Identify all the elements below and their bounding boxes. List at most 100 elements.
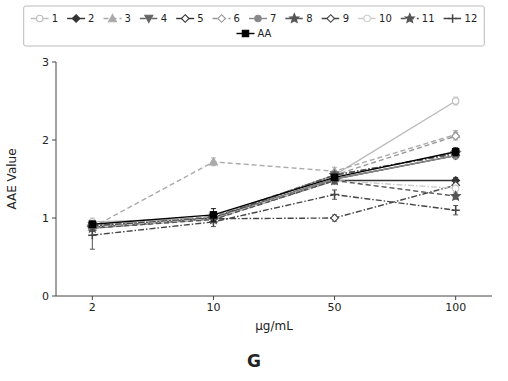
- marker: [181, 15, 189, 23]
- x-tick: [455, 296, 456, 300]
- legend-item: 4: [140, 13, 167, 24]
- series-line: [92, 152, 455, 225]
- marker: [209, 158, 217, 165]
- legend-item: 5: [176, 13, 203, 24]
- legend-item: 3: [104, 13, 131, 24]
- marker: [145, 15, 153, 22]
- legend-item: 9: [322, 13, 349, 24]
- legend-item: 12: [444, 13, 478, 24]
- legend-item: 2: [67, 13, 94, 24]
- legend-frame: [24, 6, 485, 46]
- marker: [330, 190, 338, 198]
- x-tick: [92, 296, 93, 300]
- legend-label: 12: [465, 13, 478, 24]
- error-bar: [90, 221, 95, 227]
- series-line: [92, 156, 455, 229]
- marker: [88, 231, 96, 239]
- y-tick-label: 3: [42, 56, 49, 69]
- title: G: [247, 351, 261, 371]
- axes: 0 1 2 3 2 10 50 100: [42, 56, 492, 315]
- series-line: [92, 135, 455, 228]
- legend-label: 3: [125, 13, 131, 24]
- marker: [255, 15, 261, 21]
- y-axis-line: [56, 62, 57, 296]
- series: [88, 151, 459, 230]
- marker: [331, 214, 339, 222]
- legend-item: 7: [249, 13, 276, 24]
- legend-item: 1: [31, 13, 58, 24]
- marker: [364, 15, 370, 21]
- y-tick: [52, 296, 56, 297]
- series: [88, 131, 459, 231]
- legend-label: 6: [234, 13, 240, 24]
- y-tick: [52, 140, 56, 141]
- series-line: [92, 195, 455, 236]
- marker: [452, 132, 460, 140]
- legend-label: 2: [88, 13, 94, 24]
- y-tick: [52, 62, 56, 63]
- plot-data: [88, 97, 460, 249]
- series-line: [92, 156, 455, 229]
- x-tick-label: 2: [89, 301, 96, 314]
- series: [89, 148, 459, 228]
- legend-label: 1: [52, 13, 58, 24]
- x-tick-label: 100: [445, 301, 466, 314]
- error-bar: [453, 97, 458, 105]
- chart: 123456789101112AA012321050100μg/mLAAE Va…: [0, 0, 508, 381]
- series: [88, 152, 459, 232]
- legend-item: 10: [358, 13, 392, 24]
- series-line: [92, 136, 455, 226]
- legend-item: 11: [401, 13, 435, 24]
- legend-label: 8: [306, 13, 312, 24]
- error-bar: [332, 174, 337, 180]
- x-tick: [334, 296, 335, 300]
- series-line: [92, 153, 455, 226]
- series-line: [92, 154, 455, 226]
- marker: [451, 191, 460, 200]
- y-tick: [52, 218, 56, 219]
- marker: [452, 98, 458, 104]
- marker: [290, 14, 299, 23]
- series: [88, 181, 459, 229]
- x-tick-label: 10: [206, 301, 220, 314]
- legend-item: AA: [237, 28, 272, 39]
- marker: [331, 174, 337, 180]
- y-tick-label: 2: [42, 134, 49, 147]
- legend-label: 7: [270, 13, 276, 24]
- series: [89, 152, 459, 231]
- x-tick-label: 50: [328, 301, 342, 314]
- marker: [210, 212, 216, 218]
- legend-label: 11: [422, 13, 435, 24]
- series: [88, 132, 459, 229]
- marker: [451, 148, 460, 157]
- series-line: [92, 181, 455, 229]
- legend-label: AA: [258, 28, 272, 39]
- marker: [37, 15, 43, 21]
- legend-label: 9: [343, 13, 349, 24]
- y-tick-label: 1: [42, 212, 49, 225]
- legend-label: 4: [161, 13, 167, 24]
- legend-label: 10: [379, 13, 392, 24]
- marker: [72, 15, 80, 23]
- x-axis-label: μg/mL: [255, 319, 293, 333]
- legend-label: 5: [197, 13, 203, 24]
- marker: [452, 206, 460, 214]
- series: [89, 97, 459, 226]
- x-tick: [213, 296, 214, 300]
- y-axis-label: AAE Value: [5, 148, 19, 209]
- marker: [109, 15, 117, 22]
- marker: [242, 30, 248, 36]
- marker: [327, 15, 335, 23]
- marker: [452, 149, 458, 155]
- legend-item: 6: [213, 13, 240, 24]
- marker: [405, 14, 414, 23]
- marker: [218, 15, 226, 23]
- error-bar: [211, 209, 216, 221]
- x-axis-line: [56, 296, 492, 297]
- series: [88, 148, 460, 230]
- y-tick-label: 0: [42, 290, 49, 303]
- error-bar: [453, 148, 458, 156]
- legend: 123456789101112AA: [24, 6, 485, 46]
- legend-item: 8: [285, 13, 312, 24]
- marker: [448, 14, 456, 22]
